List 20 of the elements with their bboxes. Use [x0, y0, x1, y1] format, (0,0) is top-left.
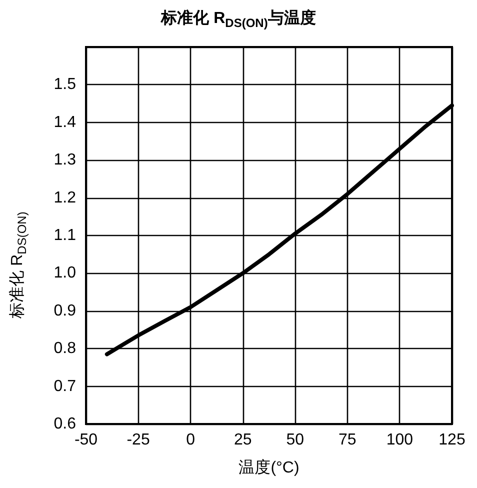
x-tick-label: 50 [286, 432, 304, 448]
y-tick-label: 1.4 [54, 114, 76, 131]
x-tick-label: -25 [126, 432, 150, 448]
x-axis-title: 温度(°C) [238, 458, 300, 476]
y-tick-label: 0.6 [54, 416, 76, 432]
y-tick-label: 0.8 [54, 340, 76, 358]
chart-title: 标准化 R$_{DS(ON)}$与温度 [160, 8, 317, 30]
x-tick-label: 75 [338, 432, 356, 448]
x-tick-label: 100 [386, 432, 414, 448]
y-tick-label: 0.9 [54, 302, 76, 320]
x-tick-label: 25 [234, 432, 252, 448]
y-tick-label: 1.2 [54, 189, 76, 206]
y-tick-label: 1.5 [54, 76, 76, 94]
y-tick-label: 1.3 [54, 152, 76, 169]
y-tick-label: 0.7 [54, 378, 76, 395]
y-tick-label: 1.0 [54, 264, 76, 282]
x-tick-label: 125 [438, 432, 466, 448]
y-tick-label: 1.1 [54, 227, 76, 244]
x-tick-label: 0 [186, 432, 196, 448]
x-tick-label: -50 [74, 432, 98, 448]
